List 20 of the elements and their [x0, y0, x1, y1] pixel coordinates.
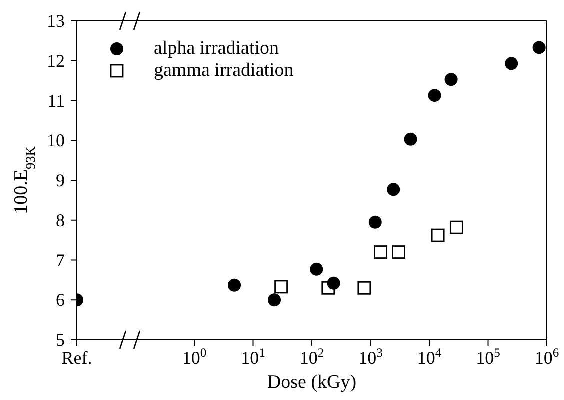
y-tick-label: 8	[56, 210, 65, 230]
y-tick-label: 12	[47, 50, 65, 71]
x-axis-title: Dose (kGy)	[267, 372, 357, 393]
x-tick-label: 10$^{6}$	[534, 346, 560, 368]
x-tick-label: 10$^{1}$	[241, 346, 266, 368]
y-tick-label: 13	[47, 11, 65, 31]
y-tick-label: 11	[48, 90, 65, 111]
x-tick-label: Ref.	[62, 348, 92, 368]
x-tick-label: 10$^{2}$	[300, 346, 324, 368]
legend-label: gamma irradiation	[154, 60, 294, 82]
x-tick-label: 10$^{5}$	[476, 346, 500, 368]
y-tick-label: 9	[56, 170, 65, 190]
y-tick-label: 7	[56, 250, 65, 270]
legend-label: alpha irradiation	[154, 38, 280, 60]
y-tick-label: 10	[47, 130, 65, 151]
y-tick-label: 5	[56, 330, 65, 350]
x-tick-label: 10$^{4}$	[417, 346, 442, 368]
x-tick-label: 10$^{0}$	[182, 346, 207, 368]
y-tick-label: 6	[56, 290, 65, 310]
x-tick-label: 10$^{3}$	[358, 346, 383, 368]
